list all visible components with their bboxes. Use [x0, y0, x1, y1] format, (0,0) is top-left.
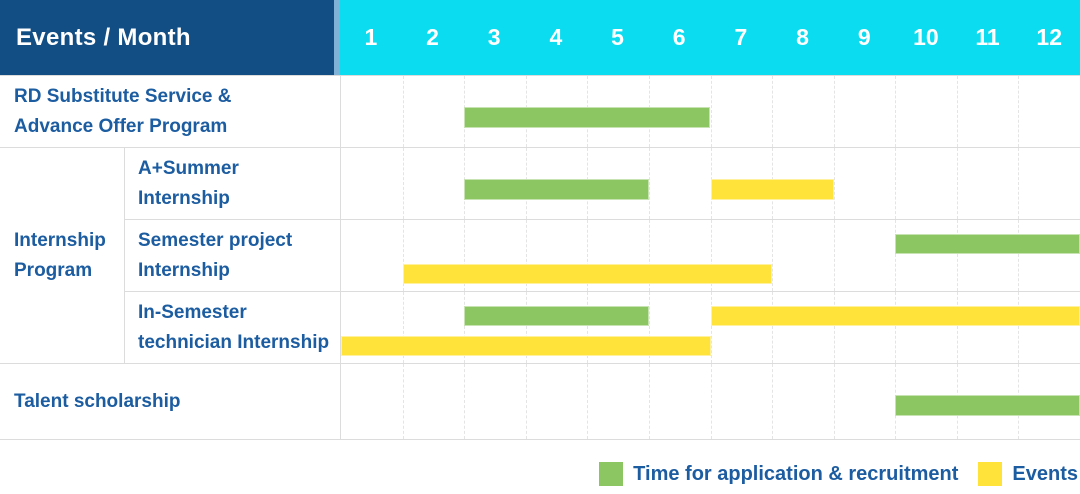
- month-gridline: [402, 148, 404, 219]
- month-gridline: [956, 292, 958, 363]
- month-header-10: 10: [913, 24, 939, 50]
- month-gridline: [710, 220, 712, 291]
- month-gridline: [833, 148, 835, 219]
- legend-swatch-event: [978, 462, 1003, 486]
- month-gridline: [525, 292, 527, 363]
- row-label-rd-substitute-service: RD Substitute Service & Advance Offer Pro…: [0, 75, 340, 147]
- month-gridline: [710, 76, 712, 147]
- month-gridline: [525, 220, 527, 291]
- month-header-4: 4: [549, 24, 563, 50]
- month-gridline: [402, 364, 404, 439]
- chart-cell-rd-substitute-service: [340, 75, 1080, 147]
- row-label-line: technician Internship: [138, 331, 330, 353]
- row-label-line: Internship: [138, 259, 230, 281]
- month-gridline: [895, 148, 897, 219]
- chart-cell-in-semester-technician-internship: [340, 291, 1080, 363]
- month-gridline: [956, 220, 958, 291]
- month-gridline: [587, 220, 589, 291]
- month-header-12: 12: [1036, 24, 1063, 50]
- month-header-11: 11: [975, 24, 1000, 50]
- month-gridline: [525, 364, 527, 439]
- events-month-title: Events / Month: [0, 0, 334, 75]
- month-gridline: [464, 292, 466, 363]
- row-label-line: RD Substitute Service &: [14, 85, 232, 107]
- month-gridline: [772, 292, 774, 363]
- month-gridline: [1018, 220, 1020, 291]
- row-label-line: A+Summer: [138, 157, 239, 179]
- month-gridline: [833, 76, 835, 147]
- gantt-bar-application-rd-substitute-service: [464, 107, 711, 128]
- month-gridline: [587, 292, 589, 363]
- month-gridline: [587, 364, 589, 439]
- row-label-line: Semester project: [138, 229, 293, 251]
- month-gridline: [772, 76, 774, 147]
- month-gridline: [1018, 148, 1020, 219]
- month-gridline: [710, 292, 712, 363]
- gantt-bar-event-in-semester-technician-internship: [341, 336, 711, 356]
- group-label-line: Internship: [14, 229, 106, 251]
- month-header-3: 3: [487, 24, 501, 50]
- month-header-5: 5: [611, 24, 624, 50]
- month-gridline: [710, 364, 712, 439]
- row-label-line: In-Semester: [138, 301, 247, 323]
- month-header-1: 1: [364, 24, 378, 50]
- group-label-line: Program: [14, 259, 93, 281]
- row-label-line: Internship: [138, 187, 230, 209]
- gantt-bar-application-a-plus-summer-internship: [464, 179, 649, 200]
- month-gridline: [956, 148, 958, 219]
- row-label-line: Talent scholarship: [14, 390, 181, 412]
- chart-cell-talent-scholarship: [340, 363, 1080, 439]
- month-header-7: 7: [734, 24, 748, 50]
- row-label-line: Advance Offer Program: [14, 115, 228, 137]
- month-header-row: 1 2 3 4 5 6 7 8 9 10 11 12: [340, 0, 1080, 75]
- month-gridline: [833, 364, 835, 439]
- header-separator: [334, 0, 340, 75]
- month-header-9: 9: [857, 24, 871, 50]
- month-gridline: [772, 364, 774, 439]
- month-gridline: [956, 76, 958, 147]
- month-gridline: [895, 220, 897, 291]
- month-gridline: [402, 220, 404, 291]
- gantt-bar-application-in-semester-technician-internship: [464, 306, 649, 326]
- month-gridline: [464, 364, 466, 439]
- month-gridline: [648, 364, 650, 439]
- legend-swatch-application: [599, 462, 624, 486]
- month-gridline: [895, 76, 897, 147]
- month-header-6: 6: [672, 24, 686, 50]
- legend-item-application: Time for application & recruitment: [599, 462, 958, 486]
- legend-label-application: Time for application & recruitment: [633, 462, 959, 485]
- gantt-bar-application-semester-project-internship: [895, 234, 1080, 254]
- gantt-bar-event-a-plus-summer-internship: [710, 179, 834, 200]
- gantt-body: RD Substitute Service & Advance Offer Pro…: [0, 75, 1080, 440]
- month-gridline: [648, 292, 650, 363]
- month-gridline: [464, 220, 466, 291]
- legend-label-events: Events: [1012, 462, 1078, 485]
- gantt-bar-event-in-semester-technician-internship: [710, 306, 1080, 326]
- month-gridline: [895, 292, 897, 363]
- table-header: Events / Month 1 2 3 4 5 6 7 8 9 10 11 12: [0, 0, 1080, 75]
- month-header-8: 8: [796, 24, 809, 50]
- month-gridline: [833, 220, 835, 291]
- month-gridline: [1018, 76, 1020, 147]
- chart-cell-semester-project-internship: [340, 219, 1080, 291]
- row-label-a-plus-summer-internship: A+Summer Internship: [124, 147, 340, 219]
- month-gridline: [402, 292, 404, 363]
- month-gridline: [833, 292, 835, 363]
- month-gridline: [1018, 292, 1020, 363]
- legend: Time for application & recruitment Event…: [599, 454, 1078, 494]
- chart-cell-a-plus-summer-internship: [340, 147, 1080, 219]
- month-gridline: [402, 76, 404, 147]
- legend-item-events: Events: [978, 462, 1078, 486]
- month-gridline: [648, 220, 650, 291]
- month-gridline: [648, 148, 650, 219]
- month-gridline: [772, 220, 774, 291]
- row-label-in-semester-technician-internship: In-Semester technician Internship: [124, 291, 340, 363]
- group-cell-internship-program: Internship Program: [0, 147, 124, 363]
- month-header-2: 2: [426, 24, 439, 50]
- gantt-bar-event-semester-project-internship: [402, 264, 773, 284]
- row-label-talent-scholarship: Talent scholarship: [0, 363, 340, 439]
- gantt-bar-application-talent-scholarship: [895, 395, 1080, 416]
- row-label-semester-project-internship: Semester project Internship: [124, 219, 340, 291]
